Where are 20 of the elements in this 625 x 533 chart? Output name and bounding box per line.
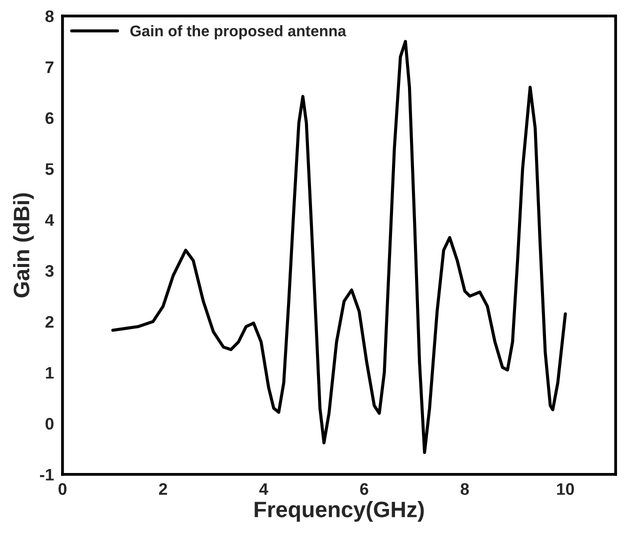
y-tick-label: 1 bbox=[46, 367, 54, 379]
x-tick-label: 8 bbox=[460, 483, 469, 495]
y-tick-label: 0 bbox=[46, 418, 54, 430]
x-tick-label: 10 bbox=[557, 483, 574, 495]
y-tick-label: 5 bbox=[45, 163, 54, 175]
y-tick-label: -1 bbox=[40, 468, 54, 480]
y-tick-label: 7 bbox=[46, 61, 54, 73]
y-axis-title: Gain (dBi) bbox=[13, 193, 34, 298]
x-tick-label: 6 bbox=[360, 483, 368, 495]
x-axis-title: Frequency(GHz) bbox=[254, 501, 424, 522]
y-tick-label: 8 bbox=[45, 10, 54, 22]
x-tick-label: 4 bbox=[259, 483, 268, 495]
legend-label: Gain of the proposed antenna bbox=[130, 25, 346, 40]
y-tick-label: 6 bbox=[46, 112, 54, 124]
x-tick-label: 0 bbox=[58, 483, 66, 495]
y-tick-label: 4 bbox=[45, 214, 54, 226]
x-tick-label: 2 bbox=[159, 483, 168, 495]
line-series bbox=[111, 40, 567, 454]
y-tick-label: 3 bbox=[45, 265, 54, 277]
y-tick-label: 2 bbox=[45, 316, 54, 328]
